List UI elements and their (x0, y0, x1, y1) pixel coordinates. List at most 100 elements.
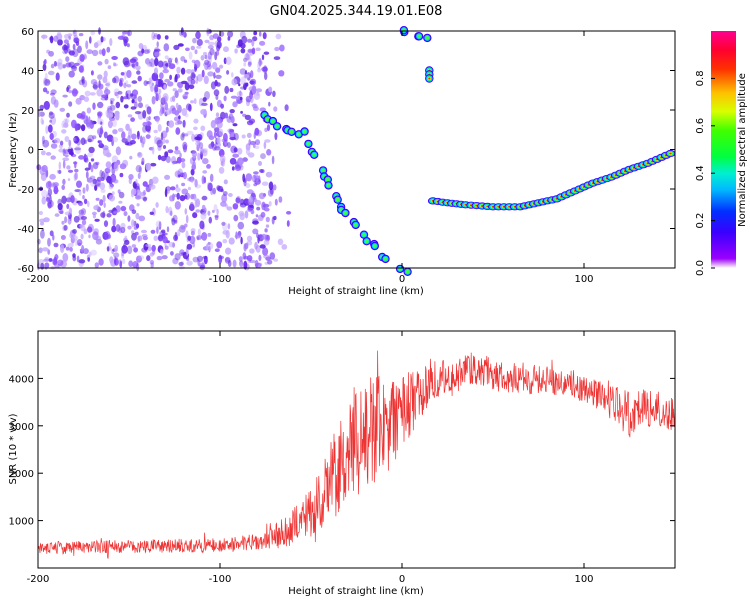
clutter-cell (255, 88, 263, 93)
clutter-cell (155, 80, 159, 85)
clutter-cell (259, 40, 266, 46)
clutter-cell (74, 147, 81, 151)
clutter-cell (131, 80, 138, 84)
clutter-cell (222, 222, 228, 232)
clutter-cell (224, 112, 229, 119)
clutter-cell (240, 236, 243, 245)
clutter-cell (179, 32, 186, 37)
clutter-cell (214, 117, 220, 125)
clutter-cell (143, 80, 148, 86)
clutter-cell (247, 38, 253, 43)
clutter-cell (239, 212, 245, 221)
echo-cell (296, 132, 301, 137)
clutter-cell (200, 109, 207, 115)
clutter-cell (181, 161, 186, 169)
clutter-cell (232, 259, 237, 268)
clutter-cell (190, 100, 194, 104)
clutter-cell (121, 131, 126, 140)
clutter-cell (132, 261, 139, 268)
clutter-cell (151, 31, 156, 41)
clutter-cell (278, 70, 285, 77)
clutter-cell (186, 130, 194, 135)
clutter-cell (152, 35, 159, 40)
clutter-cell (206, 64, 212, 70)
clutter-cell (94, 262, 100, 268)
clutter-cell (41, 34, 48, 39)
clutter-cell (53, 99, 59, 108)
clutter-cell (190, 168, 195, 176)
clutter-cell (176, 156, 182, 164)
clutter-cell (195, 197, 198, 205)
clutter-cell (183, 59, 188, 63)
clutter-cell (127, 135, 131, 143)
clutter-cell (201, 69, 205, 78)
clutter-cell (215, 81, 219, 86)
clutter-cell (155, 220, 162, 228)
clutter-cell (170, 251, 174, 256)
clutter-cell (71, 235, 78, 241)
clutter-cell (247, 152, 255, 158)
clutter-cell (257, 61, 261, 70)
clutter-cell (184, 223, 188, 228)
clutter-cell (131, 219, 135, 228)
clutter-cell (180, 67, 186, 75)
clutter-cell (123, 82, 127, 89)
clutter-cell (220, 111, 226, 120)
clutter-cell (90, 158, 95, 162)
chart-title: GN04.2025.344.19.01.E08 (270, 4, 443, 19)
clutter-cell (221, 158, 226, 167)
clutter-cell (254, 139, 261, 146)
clutter-cell (78, 79, 85, 86)
clutter-cell (253, 173, 259, 180)
clutter-cell (127, 215, 131, 222)
clutter-cell (81, 245, 85, 254)
clutter-cell (92, 180, 99, 185)
clutter-cell (57, 62, 64, 70)
clutter-cell (75, 97, 82, 105)
clutter-cell (120, 205, 127, 212)
clutter-cell (87, 226, 93, 233)
clutter-cell (110, 100, 113, 105)
clutter-cell (207, 182, 213, 192)
clutter-cell (99, 169, 103, 178)
clutter-cell (118, 191, 125, 199)
clutter-cell (268, 101, 271, 107)
clutter-cell (58, 170, 62, 174)
echo-cell (302, 129, 307, 134)
clutter-cell (278, 196, 283, 203)
clutter-cell (243, 57, 248, 63)
clutter-cell (196, 74, 203, 82)
clutter-cell (264, 127, 268, 133)
clutter-cell (121, 258, 126, 265)
clutter-cell (260, 169, 265, 174)
clutter-cell (78, 65, 84, 73)
clutter-cell (78, 201, 83, 207)
clutter-cell (186, 243, 193, 250)
clutter-cell (170, 105, 176, 111)
snr-frame (37, 330, 676, 569)
clutter-cell (197, 152, 201, 161)
clutter-cell (204, 59, 210, 66)
clutter-cell (74, 145, 82, 155)
clutter-cell (62, 148, 66, 157)
clutter-cell (206, 27, 210, 37)
clutter-cell (68, 61, 75, 68)
x-tick-label: 0 (399, 274, 405, 285)
clutter-cell (67, 243, 74, 248)
clutter-cell (237, 147, 243, 155)
clutter-cell (216, 208, 219, 215)
clutter-cell (226, 116, 233, 123)
clutter-cell (126, 43, 130, 48)
clutter-cell (207, 242, 211, 245)
clutter-cell (77, 45, 82, 54)
clutter-cell (229, 136, 237, 141)
clutter-cell (75, 136, 79, 143)
echo-cell (405, 269, 410, 274)
clutter-cell (63, 224, 68, 231)
clutter-cell (167, 81, 174, 87)
clutter-cell (41, 135, 45, 145)
clutter-cell (113, 63, 118, 67)
clutter-cell (207, 182, 211, 191)
clutter-cell (273, 215, 277, 221)
clutter-cell (68, 101, 73, 107)
